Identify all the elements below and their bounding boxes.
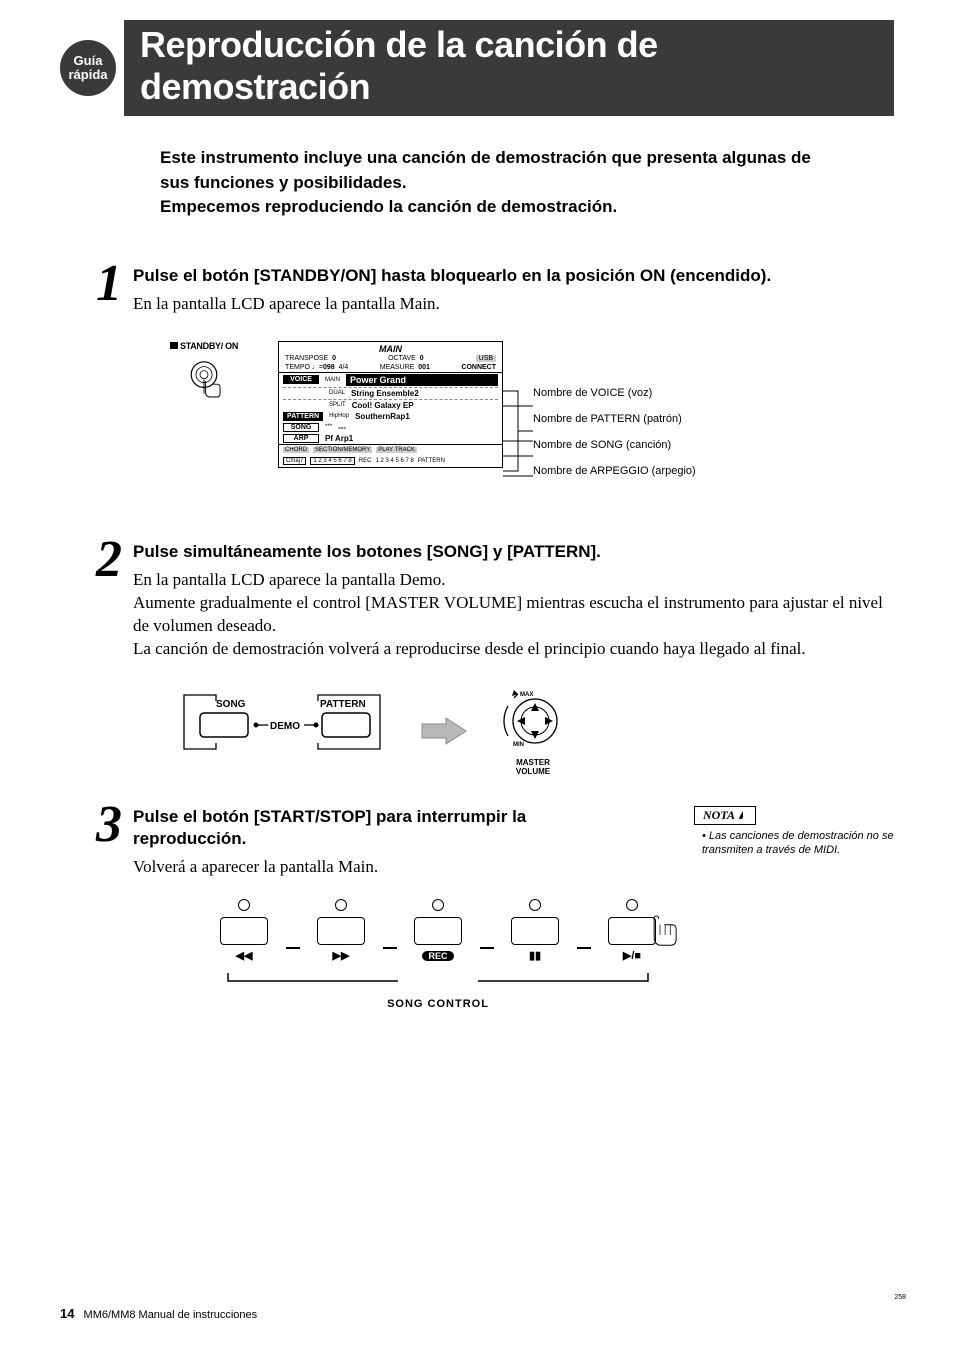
lcd-arp-name: Pf Arp1: [325, 434, 353, 443]
svg-text:MAX: MAX: [520, 692, 533, 698]
step-1-title: Pulse el botón [STANDBY/ON] hasta bloque…: [133, 265, 894, 287]
page-title: Reproducción de la canción de demostraci…: [124, 20, 894, 116]
press-hand-icon: [180, 357, 228, 405]
step-3: 3 Pulse el botón [START/STOP] para inter…: [85, 806, 894, 1010]
callout-bracket: [503, 341, 533, 511]
sc-forward: ▶▶: [317, 899, 365, 963]
svg-text:DEMO: DEMO: [270, 721, 300, 732]
lcd-dual-name: String Ensemble2: [351, 389, 419, 398]
callout-song: Nombre de SONG (canción): [533, 439, 696, 451]
step-2-diagram: SONG DEMO PATTERN: [180, 686, 894, 776]
callout-pattern: Nombre de PATTERN (patrón): [533, 413, 696, 425]
guide-badge: Guía rápida: [60, 40, 116, 96]
standby-label: STANDBY/ ON: [170, 341, 238, 351]
song-pattern-buttons: SONG DEMO PATTERN: [180, 691, 390, 771]
lcd-song-name: ---: [338, 423, 346, 432]
page-number: 14: [60, 1306, 74, 1321]
lcd-pattern-chip: PATTERN: [283, 412, 323, 421]
master-volume-label1: MASTER: [498, 758, 568, 767]
rewind-icon: ◀◀: [220, 949, 268, 963]
step-2: 2 Pulse simultáneamente los botones [SON…: [85, 541, 894, 661]
song-control-bracket: [208, 971, 668, 991]
lcd-split-name: Cool! Galaxy EP: [352, 401, 414, 410]
sc-rec: REC: [414, 899, 462, 963]
lcd-screen: MAIN TRANSPOSE 0 OCTAVE 0 USB TEMPO ♩=09…: [278, 341, 503, 468]
nota-box: NOTA • Las canciones de demostración no …: [694, 806, 894, 858]
lcd-pattern-name: SouthernRap1: [355, 412, 410, 421]
rec-label: REC: [422, 951, 453, 961]
step-3-diagram: ◀◀ ▶▶ REC: [208, 899, 894, 1010]
master-volume-knob: MAX MIN MASTER VOLUME: [498, 686, 568, 776]
arrow-icon: [420, 716, 468, 746]
step-1: 1 Pulse el botón [STANDBY/ON] hasta bloq…: [85, 265, 894, 316]
lcd-callouts: Nombre de VOICE (voz) Nombre de PATTERN …: [533, 341, 696, 477]
standby-column: STANDBY/ ON: [170, 341, 238, 407]
sc-start-stop: ▶/■: [608, 899, 656, 963]
press-hand-icon: [638, 913, 682, 957]
step-1-number: 1: [85, 261, 133, 316]
step-3-title: Pulse el botón [START/STOP] para interru…: [133, 806, 553, 850]
sc-pause: ▮▮: [511, 899, 559, 963]
manual-name: MM6/MM8 Manual de instrucciones: [84, 1309, 258, 1321]
svg-text:MIN: MIN: [513, 742, 524, 748]
step-2-text1: En la pantalla LCD aparece la pantalla D…: [133, 569, 894, 592]
svg-text:PATTERN: PATTERN: [320, 699, 366, 710]
step-2-number: 2: [85, 537, 133, 661]
step-3-text: Volverá a aparecer la pantalla Main.: [133, 856, 894, 879]
side-number: 258: [894, 1294, 906, 1301]
badge-line2: rápida: [68, 68, 107, 82]
lcd-voice-chip: VOICE: [283, 375, 319, 384]
step-2-title: Pulse simultáneamente los botones [SONG]…: [133, 541, 894, 563]
intro-p1: Este instrumento incluye una canción de …: [160, 146, 834, 195]
lcd-main-title: MAIN: [279, 342, 502, 354]
nota-title: NOTA: [694, 806, 756, 825]
forward-icon: ▶▶: [317, 949, 365, 963]
page-header: Guía rápida Reproducción de la canción d…: [60, 20, 894, 116]
sc-rewind: ◀◀: [220, 899, 268, 963]
note-icon: [737, 810, 747, 820]
intro-block: Este instrumento incluye una canción de …: [160, 146, 834, 220]
intro-p2: Empecemos reproduciendo la canción de de…: [160, 195, 834, 220]
lcd-arp-chip: ARP: [283, 434, 319, 443]
step-1-diagram: STANDBY/ ON MAIN TRANSPOSE 0 OCTAVE 0 US…: [170, 341, 894, 511]
step-1-text: En la pantalla LCD aparece la pantalla M…: [133, 293, 894, 316]
svg-text:SONG: SONG: [216, 699, 246, 710]
nota-text: • Las canciones de demostración no se tr…: [694, 829, 894, 858]
song-control-label: SONG CONTROL: [208, 998, 668, 1010]
page-footer: 14 MM6/MM8 Manual de instrucciones: [60, 1306, 257, 1321]
master-volume-label2: VOLUME: [498, 767, 568, 776]
lcd-song-chip: SONG: [283, 423, 319, 432]
pause-icon: ▮▮: [511, 949, 559, 963]
lcd-voice-name: Power Grand: [346, 374, 498, 386]
badge-line1: Guía: [74, 54, 103, 68]
step-3-number: 3: [85, 802, 133, 1010]
callout-voice: Nombre de VOICE (voz): [533, 387, 696, 399]
step-2-text2: Aumente gradualmente el control [MASTER …: [133, 592, 894, 638]
callout-arp: Nombre de ARPEGGIO (arpegio): [533, 465, 696, 477]
step-2-text3: La canción de demostración volverá a rep…: [133, 638, 894, 661]
